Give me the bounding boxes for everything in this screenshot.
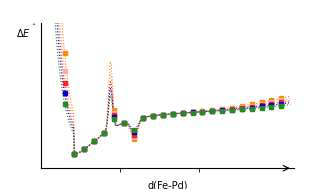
Text: $\Delta E$: $\Delta E$ (16, 27, 31, 39)
Text: $\hat{\,}$: $\hat{\,}$ (32, 20, 37, 29)
X-axis label: d(Fe-Pd): d(Fe-Pd) (147, 180, 188, 189)
